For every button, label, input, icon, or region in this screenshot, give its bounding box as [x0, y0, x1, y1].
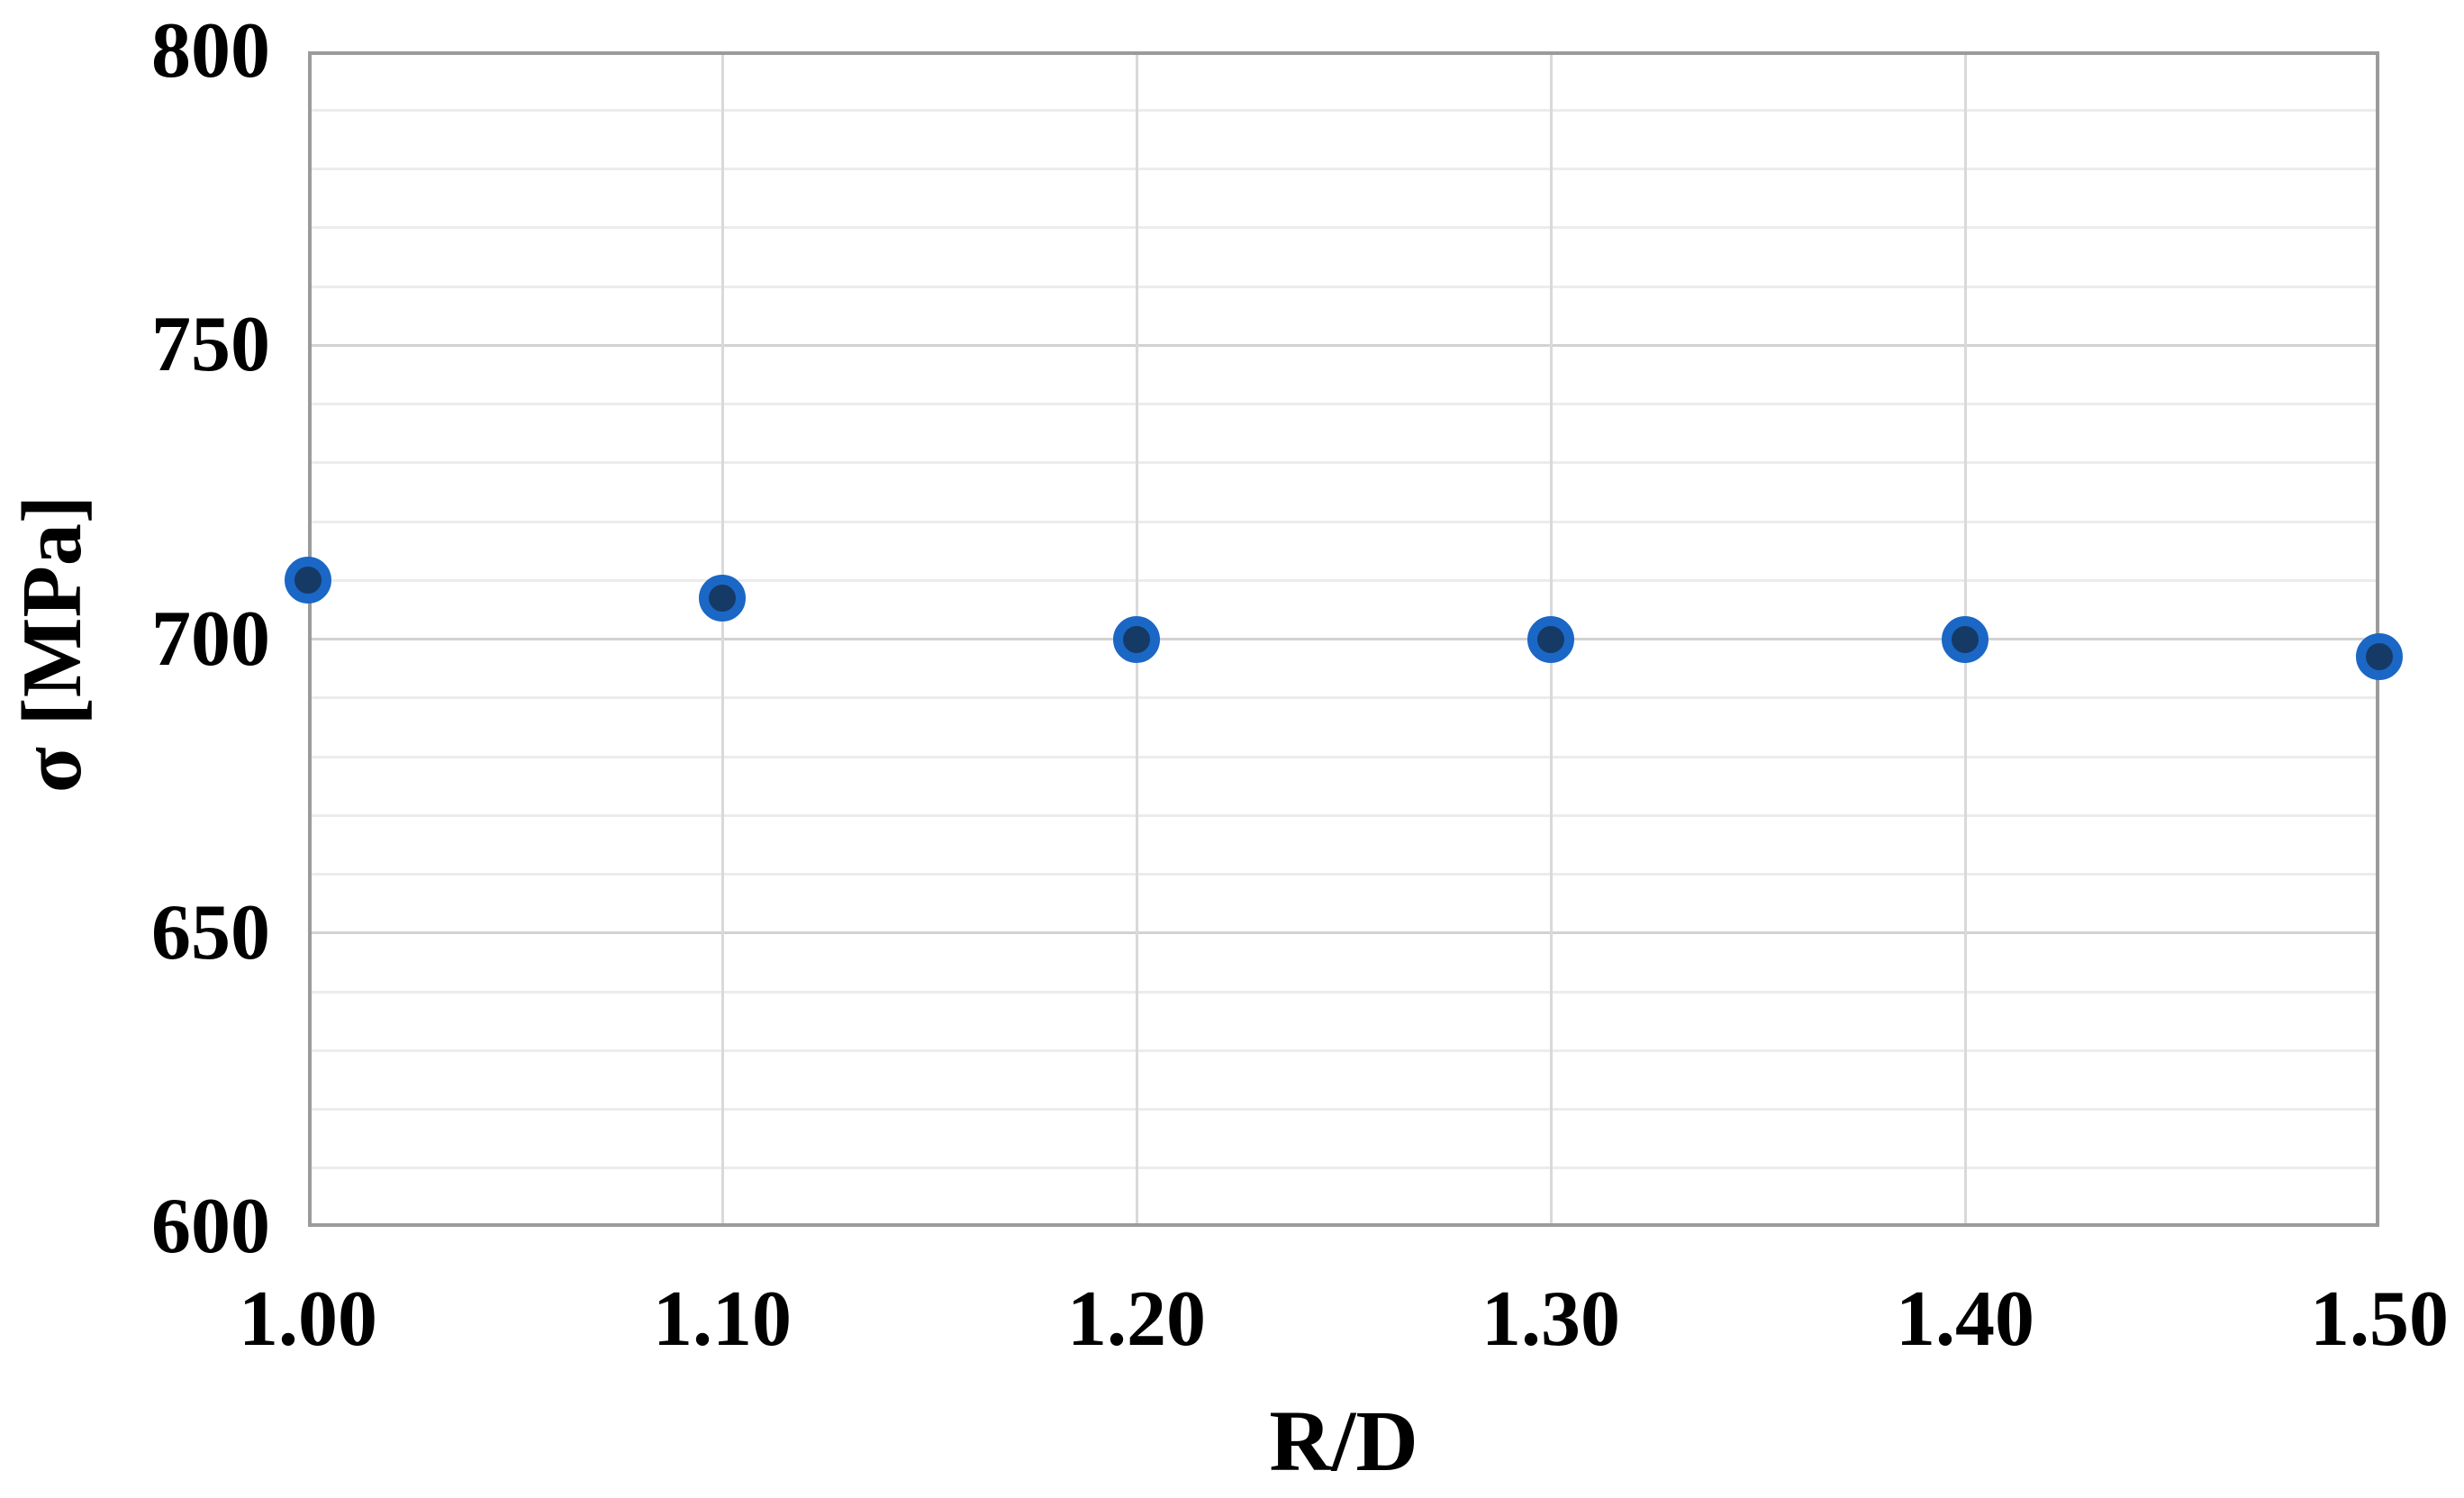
- minor-gridline: [308, 226, 2379, 230]
- y-tick-label: 600: [151, 1183, 270, 1270]
- minor-gridline: [308, 285, 2379, 288]
- y-tick-label: 650: [151, 888, 270, 976]
- x-tick-label: 1.30: [1481, 1276, 1620, 1363]
- minor-gridline: [308, 108, 2379, 112]
- x-tick-label: 1.40: [1896, 1276, 2034, 1363]
- x-tick-label: 1.20: [1067, 1276, 1206, 1363]
- data-point: [2356, 633, 2403, 681]
- major-gridline: [308, 638, 2379, 640]
- data-point: [1113, 615, 1160, 663]
- x-tick-label: 1.10: [653, 1276, 792, 1363]
- plot-area: [308, 51, 2379, 1227]
- minor-gridline: [308, 990, 2379, 994]
- x-tick-label: 1.50: [2310, 1276, 2449, 1363]
- minor-gridline: [308, 755, 2379, 758]
- x-tick-label: 1.00: [239, 1276, 377, 1363]
- minor-gridline: [308, 578, 2379, 582]
- minor-gridline: [308, 403, 2379, 405]
- minor-gridline: [308, 461, 2379, 465]
- y-tick-label: 750: [151, 301, 270, 389]
- data-point: [1527, 615, 1574, 663]
- data-point: [699, 574, 746, 622]
- minor-gridline: [308, 1167, 2379, 1170]
- data-point: [1942, 615, 1988, 663]
- major-gridline: [308, 343, 2379, 347]
- x-axis-title: R/D: [1269, 1393, 1418, 1489]
- minor-gridline: [308, 520, 2379, 523]
- minor-gridline: [308, 696, 2379, 700]
- vertical-gridline: [720, 51, 724, 1227]
- minor-gridline: [308, 873, 2379, 876]
- minor-gridline: [308, 813, 2379, 817]
- major-gridline: [308, 931, 2379, 935]
- y-tick-label: 800: [151, 7, 270, 95]
- minor-gridline: [308, 168, 2379, 170]
- data-point: [285, 557, 331, 604]
- minor-gridline: [308, 1108, 2379, 1111]
- minor-gridline: [308, 1049, 2379, 1052]
- y-tick-label: 700: [151, 595, 270, 683]
